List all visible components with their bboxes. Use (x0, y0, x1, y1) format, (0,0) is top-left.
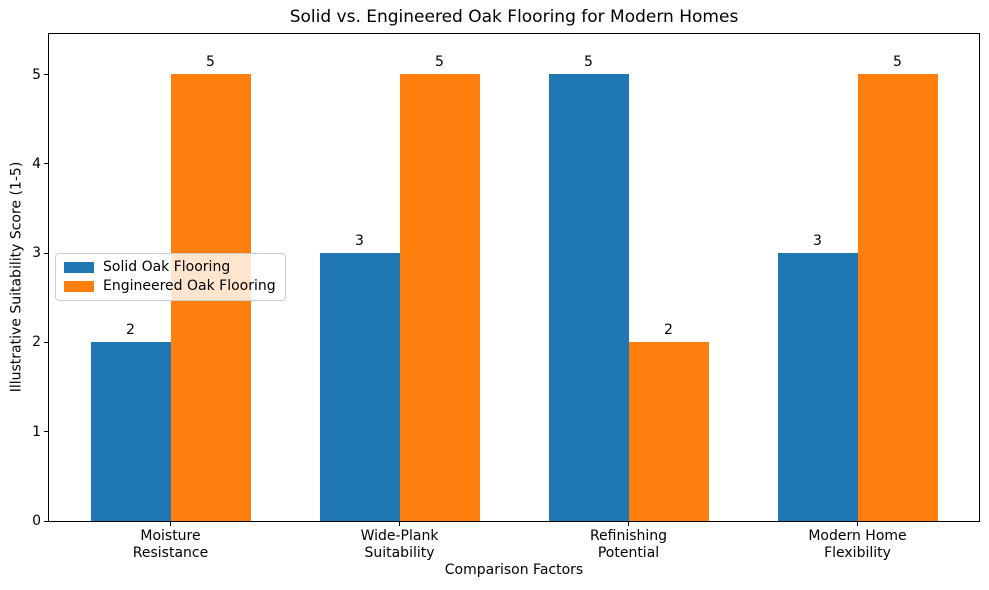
legend-label: Engineered Oak Flooring (103, 278, 276, 294)
x-tick-label-line: Refinishing (589, 528, 668, 544)
legend-label: Solid Oak Flooring (103, 259, 231, 275)
y-axis-label: Illustrative Suitability Score (1-5) (8, 161, 25, 393)
bar-value-label: 5 (584, 54, 593, 70)
bar-value-label: 5 (206, 54, 215, 70)
bar-solid-oak-flooring-3 (777, 253, 858, 521)
x-tick-label-modern-home-flexibility: Modern Home Flexibility (768, 528, 948, 561)
x-tick-label-line: Modern Home (808, 528, 907, 544)
bar-engineered-oak-flooring-3 (857, 74, 938, 521)
y-tick-label: 5 (32, 66, 41, 83)
legend: Solid Oak Flooring Engineered Oak Floorin… (55, 253, 286, 301)
y-tick-mark (44, 431, 48, 433)
x-tick-label-line: Flexibility (824, 544, 891, 561)
y-tick-label: 2 (32, 334, 41, 351)
x-tick-mark (170, 522, 171, 526)
bar-solid-oak-flooring-1 (319, 253, 400, 521)
y-tick-mark (44, 520, 48, 522)
bar-value-label: 5 (893, 54, 902, 70)
x-tick-mark (857, 522, 858, 526)
x-tick-label-line: Resistance (132, 544, 209, 561)
x-tick-label-line: Wide-Plank (360, 528, 439, 544)
plot-area: 0 1 2 3 4 5 2 3 5 3 5 5 2 5 Moisture Resistance Wide-Pla… (32, 33, 980, 561)
chart-title: Solid vs. Engineered Oak Flooring for Mo… (289, 7, 739, 27)
y-tick-mark (44, 163, 48, 165)
bar-value-label: 2 (664, 322, 673, 338)
legend-item-solid-oak-flooring: Solid Oak Flooring (64, 258, 276, 277)
legend-item-engineered-oak-flooring: Engineered Oak Flooring (64, 277, 276, 296)
bar-engineered-oak-flooring-1 (399, 74, 480, 521)
bar-value-label: 3 (355, 233, 364, 249)
legend-swatch (64, 281, 94, 292)
y-tick-mark (44, 74, 48, 75)
bar-solid-oak-flooring-0 (90, 342, 171, 521)
y-tick-label: 3 (32, 245, 41, 262)
y-tick-label: 4 (32, 155, 41, 172)
y-tick-label: 1 (32, 423, 41, 440)
x-tick-mark (628, 522, 629, 526)
x-tick-label-refinishing-potential: Refinishing Potential (539, 528, 719, 561)
x-tick-label-moisture-resistance: Moisture Resistance (81, 528, 261, 561)
bar-value-label: 2 (126, 322, 135, 338)
x-tick-mark (399, 522, 400, 526)
x-tick-label-line: Moisture (140, 528, 201, 544)
bar-engineered-oak-flooring-2 (628, 342, 709, 521)
bar-solid-oak-flooring-2 (548, 74, 629, 521)
bar-value-label: 5 (435, 54, 444, 70)
y-tick-mark (44, 341, 48, 343)
x-tick-label-line: Suitability (364, 544, 435, 561)
legend-swatch (64, 262, 94, 273)
x-tick-label-line: Potential (597, 544, 660, 561)
y-tick-mark (44, 252, 48, 254)
bar-value-label: 3 (813, 233, 822, 249)
x-tick-label-wide-plank-suitability: Wide-Plank Suitability (310, 528, 490, 561)
x-axis-label: Comparison Factors (444, 562, 584, 578)
y-tick-label: 0 (32, 513, 41, 529)
